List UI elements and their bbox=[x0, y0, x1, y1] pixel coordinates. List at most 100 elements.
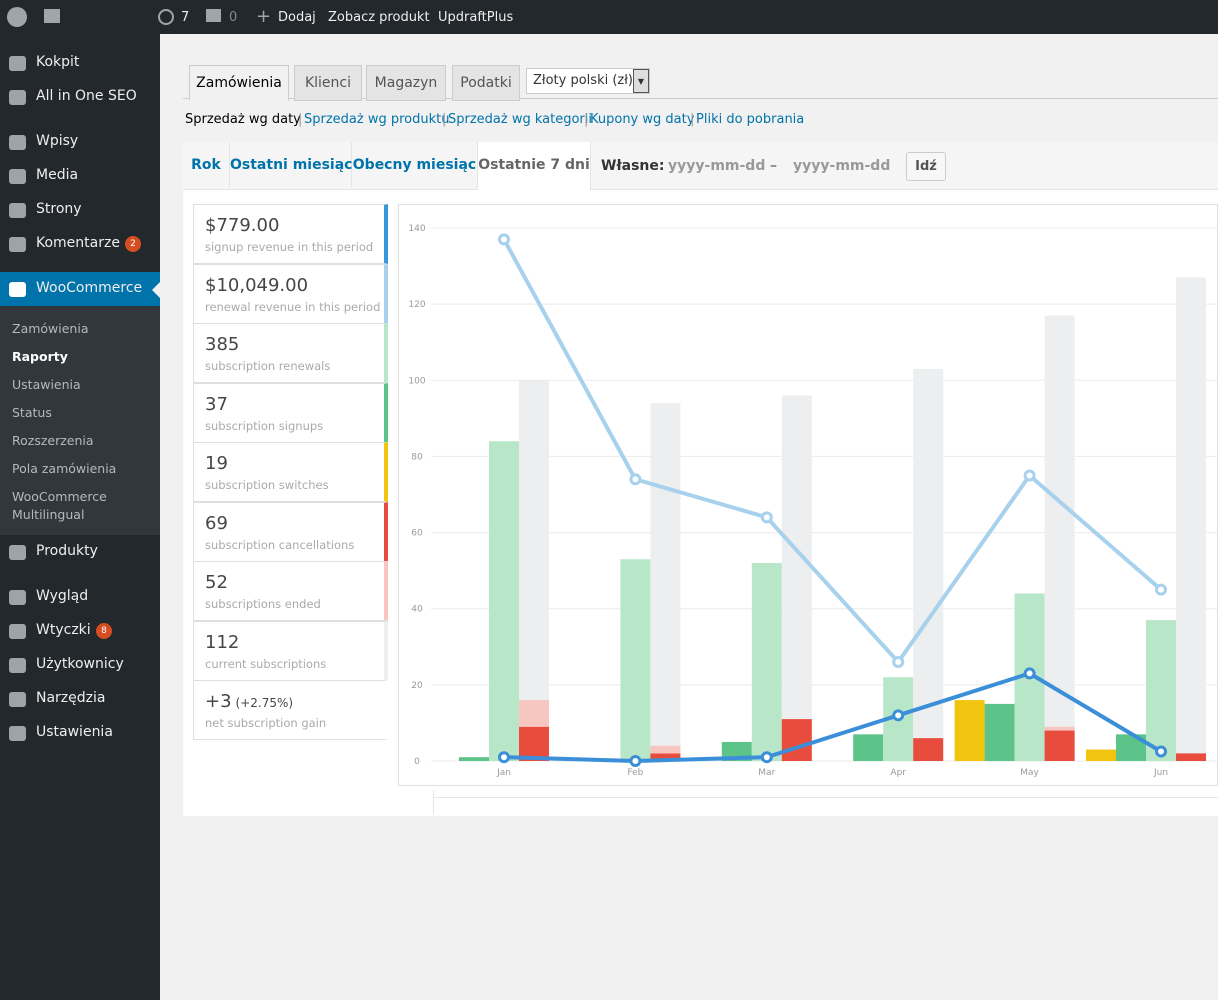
updates-count[interactable]: 7 bbox=[181, 10, 190, 25]
x-tick-label: Apr bbox=[890, 768, 906, 778]
new-link[interactable]: Dodaj bbox=[278, 10, 316, 25]
wp-logo[interactable] bbox=[7, 7, 27, 27]
legend-item: 69 subscription cancellations bbox=[193, 501, 388, 562]
menu-item[interactable]: All in One SEO bbox=[36, 88, 137, 104]
legend-label: subscriptions ended bbox=[205, 597, 321, 611]
go-button[interactable]: Idź bbox=[906, 152, 946, 181]
report-link[interactable]: Pliki do pobrania bbox=[696, 112, 805, 127]
tab[interactable]: Magazyn bbox=[366, 65, 446, 101]
bar bbox=[984, 703, 1015, 761]
menu-item[interactable]: Kokpit bbox=[36, 54, 80, 70]
chart: 0 20 40 60 80 100 120 140 Jan Feb Mar Apr May Jun bbox=[398, 204, 1218, 786]
menu-item[interactable]: Media bbox=[36, 167, 79, 183]
updates-icon[interactable] bbox=[158, 9, 174, 25]
tab[interactable]: Klienci bbox=[294, 65, 362, 101]
x-tick-label: Feb bbox=[627, 768, 643, 778]
submenu-item[interactable]: Zamówienia bbox=[12, 321, 89, 336]
range-tab[interactable]: Ostatni miesiąc bbox=[230, 142, 352, 188]
link-separator: | bbox=[298, 112, 303, 127]
tab[interactable]: Podatki bbox=[452, 65, 520, 101]
tab-line bbox=[183, 98, 1218, 99]
view-link[interactable]: Zobacz produkt bbox=[328, 10, 430, 25]
bar bbox=[913, 368, 944, 761]
report-link[interactable]: Kupony wg daty bbox=[590, 112, 695, 127]
currency-select[interactable]: Złoty polski (zł) ▼ bbox=[526, 68, 650, 94]
submenu-item[interactable]: Rozszerzenia bbox=[12, 433, 94, 448]
submenu-item[interactable]: Ustawienia bbox=[12, 377, 81, 392]
submenu-item[interactable]: Pola zamówienia bbox=[12, 461, 117, 476]
bar bbox=[781, 719, 812, 761]
chart-base-line bbox=[433, 797, 1218, 798]
line-point bbox=[760, 511, 773, 524]
bar bbox=[954, 700, 985, 761]
link-separator: | bbox=[442, 112, 447, 127]
submenu-item[interactable]: WooCommerce Multilingual bbox=[12, 489, 107, 522]
range-tab[interactable]: Rok bbox=[183, 142, 230, 188]
menu-icon bbox=[9, 169, 26, 184]
menu-item[interactable]: WooCommerce bbox=[36, 280, 143, 296]
legend-value: 37 bbox=[205, 393, 228, 415]
menu-icon bbox=[9, 590, 26, 605]
legend-value: 69 bbox=[205, 512, 228, 534]
legend-label: subscription cancellations bbox=[205, 537, 355, 552]
legend-value: 19 bbox=[205, 453, 228, 474]
line-point bbox=[892, 656, 905, 669]
line-point bbox=[1023, 667, 1036, 680]
legend-label: signup revenue in this period bbox=[205, 240, 374, 254]
menu-item[interactable]: Komentarze bbox=[36, 235, 120, 251]
menu-icon bbox=[9, 203, 26, 218]
bar bbox=[620, 559, 651, 761]
menu-item[interactable]: Produkty bbox=[36, 543, 98, 559]
tab[interactable]: Zamówienia bbox=[189, 65, 289, 101]
line bbox=[503, 671, 1163, 764]
menu-icon bbox=[9, 90, 26, 105]
submenu-item[interactable]: Raporty bbox=[12, 349, 68, 364]
menu-icon bbox=[9, 282, 26, 297]
comments-icon[interactable] bbox=[206, 9, 221, 22]
bar bbox=[650, 753, 681, 761]
legend-item: $10,049.00 renewal revenue in this period bbox=[193, 263, 388, 324]
plus-icon: + bbox=[256, 6, 272, 27]
menu-item[interactable]: Wpisy bbox=[36, 133, 79, 149]
plugin-link[interactable]: UpdraftPlus bbox=[438, 10, 514, 25]
bar bbox=[650, 403, 681, 761]
menu-item[interactable]: Wygląd bbox=[36, 588, 89, 604]
menu-icon bbox=[9, 545, 26, 560]
link-separator: | bbox=[690, 112, 695, 127]
menu-item[interactable]: Strony bbox=[36, 201, 82, 217]
menu-item[interactable]: Narzędzia bbox=[36, 690, 106, 706]
line-point bbox=[498, 751, 510, 764]
y-tick-label: 80 bbox=[411, 452, 423, 462]
report-link[interactable]: Sprzedaż wg daty bbox=[185, 112, 301, 127]
legend-label: subscription signups bbox=[205, 418, 324, 433]
menu-item[interactable]: Wtyczki bbox=[36, 622, 91, 638]
y-tick-label: 60 bbox=[411, 529, 423, 539]
menu-icon bbox=[9, 658, 26, 673]
submenu-item[interactable]: Status bbox=[12, 405, 52, 420]
x-tick-label: Jun bbox=[1153, 768, 1168, 778]
menu-icon bbox=[9, 56, 26, 71]
report-link[interactable]: Sprzedaż wg kategorii bbox=[448, 112, 592, 127]
home-icon[interactable] bbox=[44, 9, 60, 23]
report-link[interactable]: Sprzedaż wg produktu bbox=[304, 112, 450, 127]
range-tab[interactable]: Obecny miesiąc bbox=[352, 142, 478, 188]
line bbox=[502, 238, 1163, 666]
woo-active-bg bbox=[0, 272, 160, 306]
legend-label: subscription renewals bbox=[205, 359, 331, 373]
submenu-bg bbox=[0, 306, 160, 535]
line-point bbox=[629, 755, 642, 767]
legend-item: 112 current subscriptions bbox=[193, 620, 388, 681]
bar bbox=[489, 441, 519, 761]
line-point bbox=[1155, 745, 1167, 758]
menu-item[interactable]: Użytkownicy bbox=[36, 656, 124, 672]
legend-label: renewal revenue in this period bbox=[205, 299, 381, 314]
menu-item[interactable]: Ustawienia bbox=[36, 724, 113, 740]
date-from[interactable]: yyyy-mm-dd bbox=[668, 158, 766, 174]
select-arrow: ▼ bbox=[633, 69, 649, 93]
range-tab[interactable]: Ostatnie 7 dni bbox=[478, 142, 591, 190]
comments-count[interactable]: 0 bbox=[229, 10, 238, 25]
y-tick-label: 120 bbox=[408, 300, 425, 310]
y-tick-label: 0 bbox=[414, 757, 420, 767]
legend-item: 385 subscription renewals bbox=[193, 323, 388, 383]
date-to[interactable]: yyyy-mm-dd bbox=[793, 158, 891, 174]
